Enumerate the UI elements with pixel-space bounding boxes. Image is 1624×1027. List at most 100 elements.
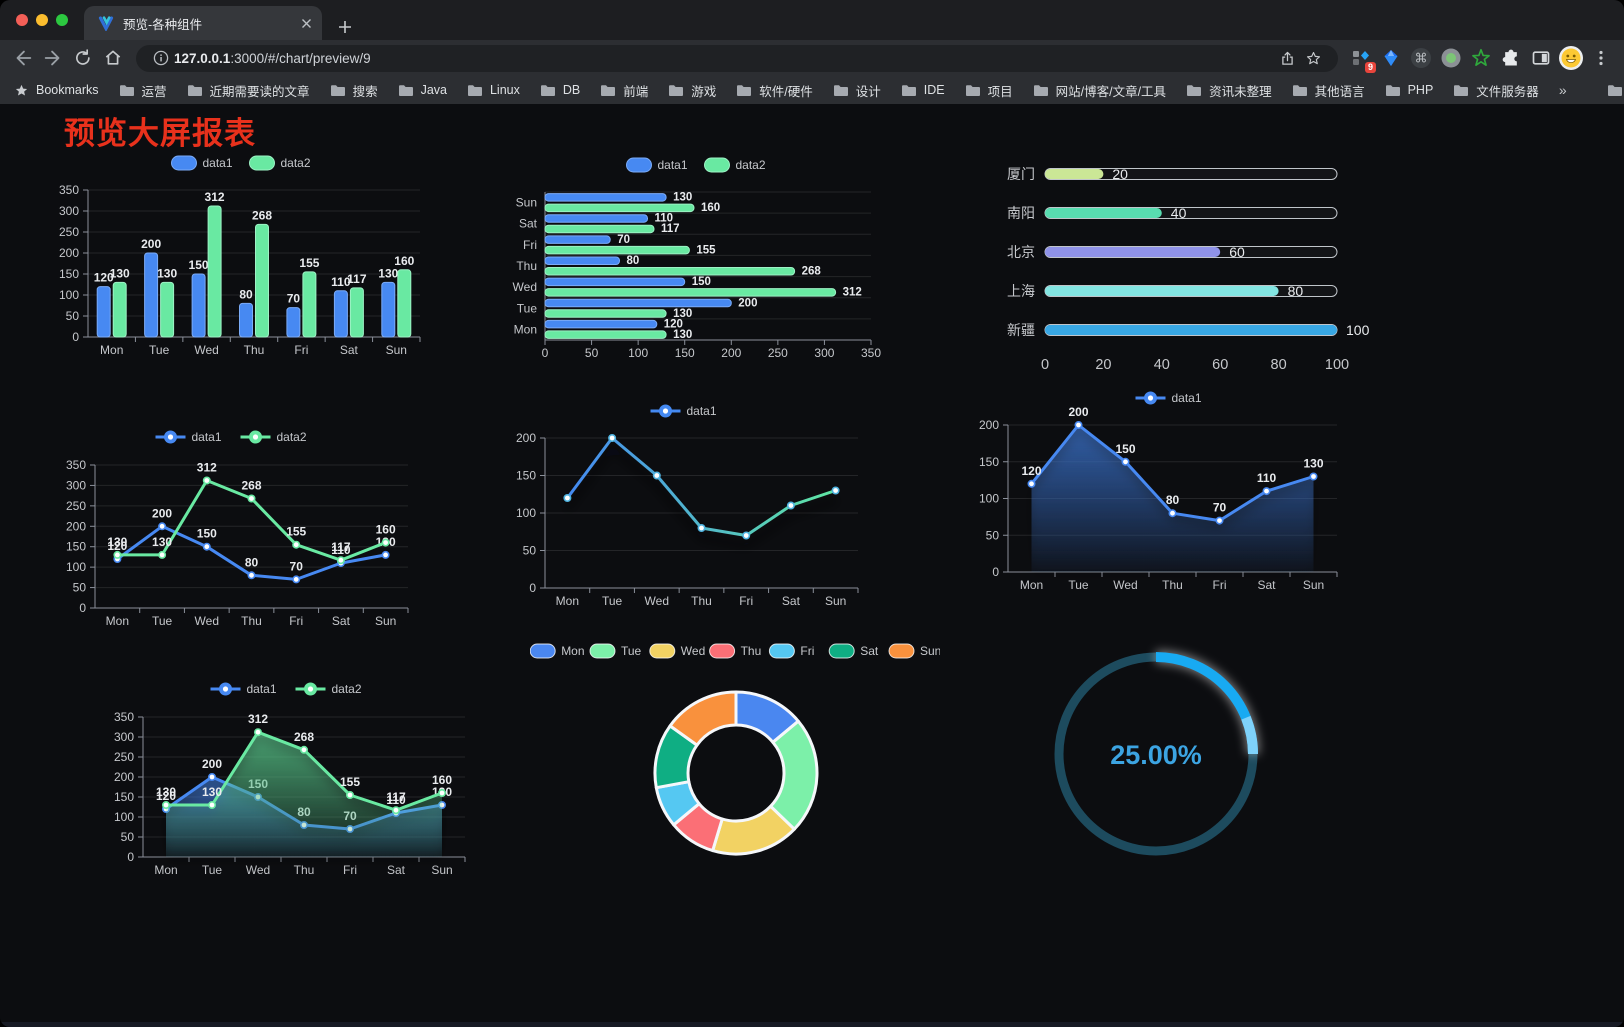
bookmark-folder[interactable]: 设计 xyxy=(833,81,881,100)
other-bookmarks-folder[interactable]: 其他书签 xyxy=(1607,81,1624,100)
tab-close-icon[interactable] xyxy=(301,18,312,29)
svg-text:Sat: Sat xyxy=(340,343,359,357)
bookmark-folder[interactable]: Java xyxy=(398,81,447,100)
svg-text:Wed: Wed xyxy=(246,863,270,877)
svg-text:350: 350 xyxy=(861,346,881,360)
svg-text:Fri: Fri xyxy=(289,614,303,628)
two-series-area-chart[interactable]: 0 50 100 150 200 250 300 350 Mon Tue Wed Thu Fri Sat S… xyxy=(100,673,475,887)
zoom-window-button[interactable] xyxy=(56,14,68,26)
svg-text:150: 150 xyxy=(59,267,79,281)
progress-bar-chart[interactable]: 厦门 20 南阳 40 北京 60 上海 80 新疆 100 0 20 40 60 80 100 xyxy=(960,150,1380,385)
forward-button[interactable] xyxy=(38,44,68,72)
bookmark-folder[interactable]: 其他语言 xyxy=(1292,81,1365,100)
extensions-puzzle-icon[interactable] xyxy=(1496,44,1526,72)
svg-text:300: 300 xyxy=(814,346,834,360)
svg-text:110: 110 xyxy=(331,543,351,557)
bookmark-folder[interactable]: DB xyxy=(540,81,580,100)
bookmark-star-icon[interactable] xyxy=(1300,46,1326,70)
svg-text:data2: data2 xyxy=(281,156,311,170)
horizontal-bar-chart[interactable]: 0 50 100 150 200 250 300 350 Mon 120 130 Tue 200 130 W… xyxy=(500,148,895,363)
svg-text:250: 250 xyxy=(59,225,79,239)
svg-text:Wed: Wed xyxy=(1113,578,1137,592)
tab-manager-extension-icon[interactable]: 9 xyxy=(1346,44,1376,73)
multi-line-chart[interactable]: 0 50 100 150 200 250 300 350 Mon Tue Wed Thu Fri Sat S… xyxy=(45,423,420,635)
svg-text:80: 80 xyxy=(239,287,253,301)
svg-text:312: 312 xyxy=(248,712,268,726)
gem-extension-icon[interactable] xyxy=(1376,44,1406,72)
bookmark-folder[interactable]: IDE xyxy=(901,81,945,100)
url-text: 127.0.0.1:3000/#/chart/preview/9 xyxy=(174,50,371,66)
svg-text:150: 150 xyxy=(675,346,695,360)
bookmark-folder[interactable]: 资讯未整理 xyxy=(1186,81,1272,100)
page-content: 预览大屏报表 0 50 100 150 200 250 300 350 Mon Tue Wed Thu… xyxy=(0,104,1624,1027)
profile-avatar[interactable] xyxy=(1556,44,1586,72)
menu-kebab-icon[interactable] xyxy=(1586,44,1616,72)
svg-text:100: 100 xyxy=(979,492,999,506)
share-icon[interactable] xyxy=(1274,46,1300,70)
svg-text:130: 130 xyxy=(673,329,692,341)
green-star-extension-icon[interactable] xyxy=(1466,44,1496,72)
bookmark-folder[interactable]: 文件服务器 xyxy=(1453,81,1539,100)
svg-text:厦门: 厦门 xyxy=(1007,166,1035,182)
back-button[interactable] xyxy=(8,44,38,72)
home-button[interactable] xyxy=(98,44,128,72)
bookmark-folder[interactable]: 项目 xyxy=(965,81,1013,100)
svg-text:Sat: Sat xyxy=(387,863,406,877)
svg-text:117: 117 xyxy=(331,540,351,554)
svg-text:Sun: Sun xyxy=(516,196,537,210)
svg-text:110: 110 xyxy=(654,213,673,225)
bookmarks-app-shortcut[interactable]: Bookmarks xyxy=(14,83,99,98)
svg-text:50: 50 xyxy=(66,309,80,323)
svg-text:350: 350 xyxy=(59,183,79,197)
bookmark-folder[interactable]: 软件/硬件 xyxy=(736,81,813,100)
recorder-extension-icon[interactable] xyxy=(1436,44,1466,72)
svg-text:50: 50 xyxy=(986,528,1000,542)
svg-text:110: 110 xyxy=(1257,471,1277,485)
minimize-window-button[interactable] xyxy=(36,14,48,26)
tab-bar: 预览-各种组件 xyxy=(0,0,1624,40)
bookmark-folder[interactable]: 前端 xyxy=(600,81,648,100)
bookmark-folder[interactable]: 近期需要读的文章 xyxy=(187,81,310,100)
svg-text:data1: data1 xyxy=(192,430,222,444)
browser-tab[interactable]: 预览-各种组件 xyxy=(84,6,322,40)
bookmark-folder[interactable]: 网站/博客/文章/工具 xyxy=(1033,81,1166,100)
bookmark-folder[interactable]: Linux xyxy=(467,81,520,100)
svg-text:130: 130 xyxy=(107,535,127,549)
bookmark-folder[interactable]: 运营 xyxy=(119,81,167,100)
svg-text:70: 70 xyxy=(617,234,630,246)
svg-text:200: 200 xyxy=(721,346,741,360)
svg-text:130: 130 xyxy=(157,266,177,280)
area-line-chart[interactable]: 0 50 100 150 200 Mon Tue Wed Thu Fri Sat Sun 120 200 1… xyxy=(960,386,1380,596)
svg-text:250: 250 xyxy=(66,499,86,513)
svg-text:200: 200 xyxy=(141,237,161,251)
bookmarks-bar: Bookmarks 运营 近期需要读的文章 搜索 Java Linux DB 前端 游戏 软件/… xyxy=(0,76,1624,104)
svg-text:Fri: Fri xyxy=(343,863,357,877)
new-tab-button[interactable] xyxy=(338,20,352,34)
sidebar-toggle-icon[interactable] xyxy=(1526,44,1556,72)
donut-chart[interactable]: Mon Tue Wed Thu Fri Sat Sun xyxy=(529,636,941,871)
command-extension-icon[interactable]: ⌘ xyxy=(1406,44,1436,72)
svg-text:0: 0 xyxy=(72,330,79,344)
svg-text:117: 117 xyxy=(661,223,680,235)
gradient-line-chart[interactable]: 0 50 100 150 200 Mon Tue Wed Thu Fri Sat Sun data1 xyxy=(500,396,870,610)
svg-text:312: 312 xyxy=(843,287,862,299)
bookmark-folder[interactable]: PHP xyxy=(1385,81,1433,100)
svg-text:120: 120 xyxy=(1021,464,1041,478)
svg-text:200: 200 xyxy=(66,519,86,533)
bookmark-folder[interactable]: 游戏 xyxy=(668,81,716,100)
bookmarks-overflow-chevron[interactable]: » xyxy=(1558,82,1567,98)
svg-text:130: 130 xyxy=(156,785,176,799)
grouped-bar-chart[interactable]: 0 50 100 150 200 250 300 350 Mon Tue Wed Thu Fri Sat S… xyxy=(45,145,440,360)
reload-button[interactable] xyxy=(68,44,98,72)
svg-text:Wed: Wed xyxy=(194,343,218,357)
svg-text:Tue: Tue xyxy=(202,863,223,877)
svg-text:Sat: Sat xyxy=(782,594,801,608)
address-bar[interactable]: 127.0.0.1:3000/#/chart/preview/9 xyxy=(136,44,1338,72)
page-title: 预览大屏报表 xyxy=(64,116,256,151)
close-window-button[interactable] xyxy=(16,14,28,26)
gauge-chart[interactable]: 25.00% xyxy=(1035,630,1280,880)
site-info-icon[interactable] xyxy=(148,46,174,70)
svg-text:Tue: Tue xyxy=(149,343,170,357)
bookmark-folder[interactable]: 搜索 xyxy=(330,81,378,100)
